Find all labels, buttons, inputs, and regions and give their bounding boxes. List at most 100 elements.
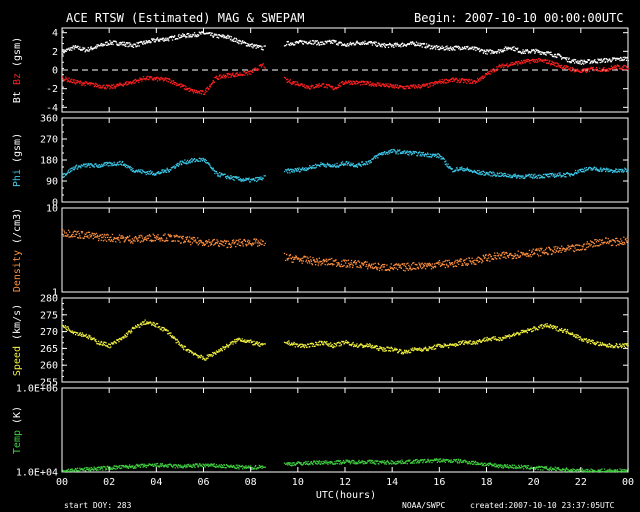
data-point bbox=[77, 332, 79, 334]
data-point bbox=[410, 151, 412, 153]
data-point bbox=[295, 42, 297, 44]
data-point bbox=[510, 176, 512, 179]
data-point bbox=[67, 229, 70, 231]
data-point bbox=[467, 168, 469, 170]
data-point bbox=[356, 166, 359, 168]
data-point bbox=[588, 69, 590, 71]
data-point bbox=[315, 261, 317, 263]
data-point bbox=[622, 171, 624, 173]
data-point bbox=[167, 169, 169, 171]
data-point bbox=[516, 62, 518, 64]
data-point bbox=[445, 160, 447, 162]
data-point bbox=[454, 265, 457, 267]
data-point bbox=[71, 78, 73, 80]
data-point bbox=[544, 58, 547, 61]
data-point bbox=[132, 46, 135, 48]
data-point bbox=[291, 171, 294, 173]
data-point bbox=[69, 49, 71, 51]
data-point bbox=[436, 82, 438, 84]
data-point bbox=[381, 347, 383, 349]
data-point bbox=[497, 50, 499, 53]
data-point bbox=[562, 248, 564, 250]
data-point bbox=[75, 80, 77, 82]
data-point bbox=[536, 253, 539, 255]
data-point bbox=[256, 44, 258, 46]
data-point bbox=[209, 32, 211, 34]
data-point bbox=[106, 233, 108, 235]
data-point bbox=[484, 254, 487, 257]
data-point bbox=[333, 345, 335, 347]
data-point bbox=[615, 59, 617, 61]
data-point bbox=[389, 150, 391, 152]
data-point bbox=[325, 258, 327, 260]
data-point bbox=[63, 51, 65, 54]
data-point bbox=[192, 354, 195, 356]
data-point bbox=[366, 261, 368, 263]
data-point bbox=[378, 348, 381, 350]
data-point bbox=[574, 68, 577, 70]
data-point bbox=[103, 344, 106, 346]
data-point bbox=[310, 86, 312, 88]
data-point bbox=[502, 65, 504, 67]
data-point bbox=[450, 46, 452, 48]
data-point bbox=[203, 159, 205, 161]
data-point bbox=[423, 154, 425, 156]
data-point bbox=[528, 255, 530, 258]
data-point bbox=[484, 256, 486, 259]
data-point bbox=[480, 50, 482, 52]
data-point bbox=[329, 164, 331, 166]
data-point bbox=[238, 42, 240, 45]
data-point bbox=[516, 254, 518, 256]
data-point bbox=[365, 83, 368, 85]
data-point bbox=[333, 39, 335, 42]
data-point bbox=[124, 166, 126, 168]
data-point bbox=[444, 343, 446, 346]
data-point bbox=[600, 58, 602, 60]
data-point bbox=[118, 84, 121, 86]
data-point bbox=[179, 160, 182, 162]
data-point bbox=[358, 163, 361, 166]
data-point bbox=[610, 67, 612, 70]
data-point bbox=[552, 175, 554, 177]
data-point bbox=[197, 355, 199, 357]
data-point bbox=[339, 42, 341, 44]
data-point bbox=[358, 82, 360, 84]
data-point bbox=[364, 345, 367, 348]
data-point bbox=[173, 36, 175, 38]
data-point bbox=[561, 58, 563, 60]
data-point bbox=[290, 342, 293, 344]
data-point bbox=[394, 151, 397, 153]
data-point bbox=[359, 81, 361, 83]
data-point bbox=[66, 78, 68, 80]
data-point bbox=[385, 153, 387, 155]
data-point bbox=[551, 249, 554, 252]
data-point bbox=[104, 164, 106, 166]
data-point bbox=[355, 43, 357, 45]
data-point bbox=[377, 157, 379, 159]
data-point bbox=[493, 52, 495, 54]
data-point bbox=[368, 345, 370, 347]
data-point bbox=[405, 88, 407, 90]
data-point bbox=[510, 64, 512, 66]
data-point bbox=[125, 82, 127, 85]
data-point bbox=[361, 43, 363, 45]
data-point bbox=[150, 41, 152, 43]
data-point bbox=[603, 57, 606, 60]
data-point bbox=[155, 326, 157, 328]
data-point bbox=[185, 36, 188, 38]
data-point bbox=[367, 344, 369, 346]
data-point bbox=[487, 71, 489, 73]
data-point bbox=[372, 82, 374, 84]
data-point bbox=[86, 166, 88, 168]
data-point bbox=[392, 45, 394, 47]
data-point bbox=[170, 36, 173, 39]
data-point bbox=[138, 79, 140, 81]
data-point bbox=[427, 46, 429, 48]
y-label-part: Bz bbox=[12, 73, 23, 91]
data-point bbox=[188, 351, 190, 353]
data-point bbox=[216, 78, 219, 80]
data-point bbox=[329, 258, 331, 260]
data-point bbox=[308, 260, 310, 263]
data-point bbox=[95, 86, 98, 88]
data-point bbox=[250, 43, 252, 45]
